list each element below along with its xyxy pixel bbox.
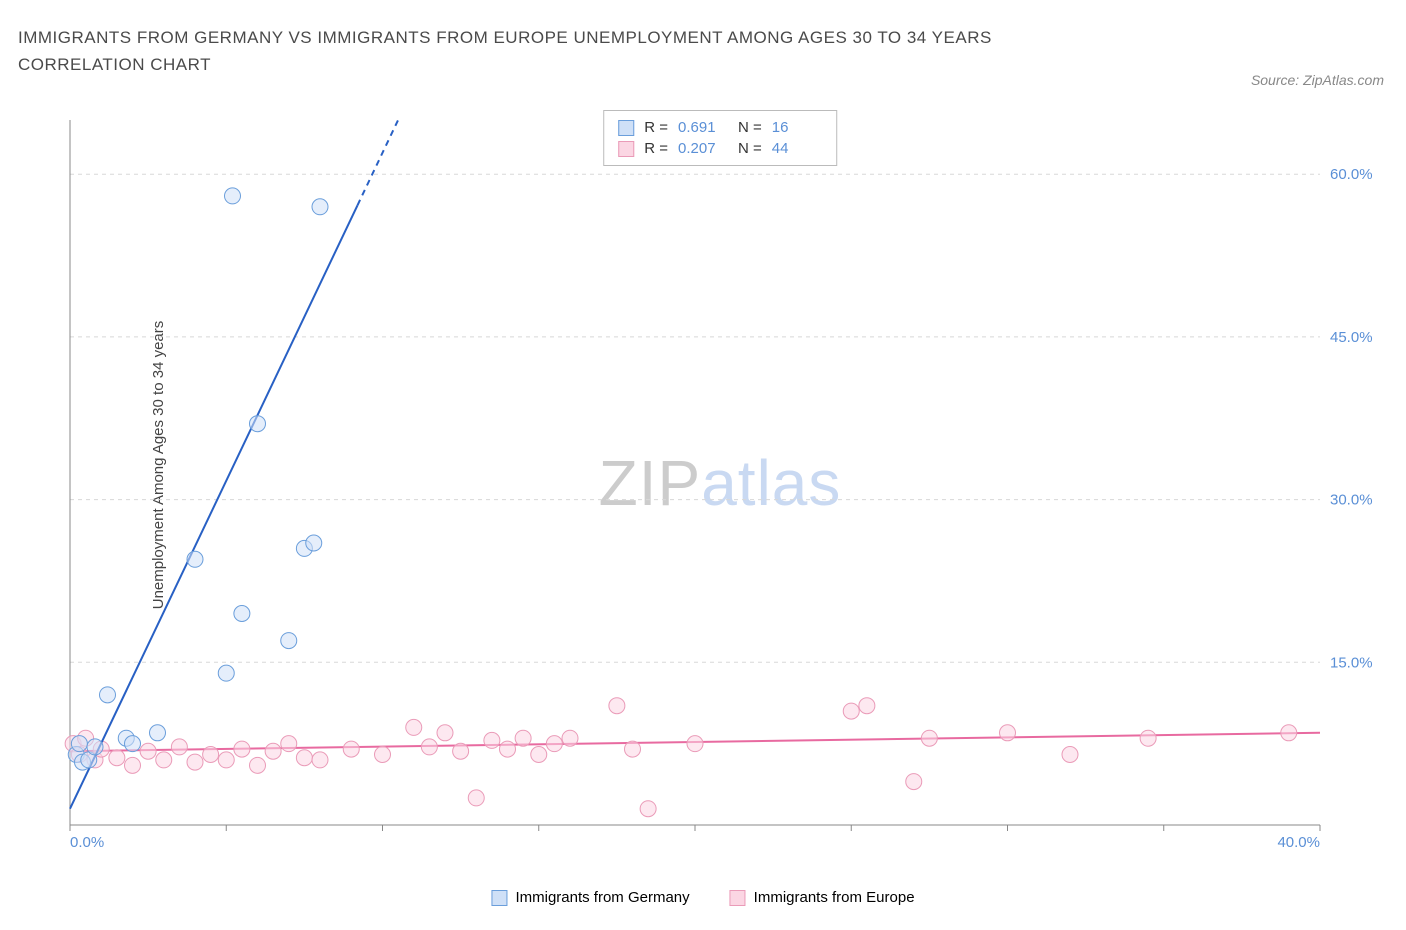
svg-text:30.0%: 30.0% — [1330, 492, 1373, 509]
europe-r-value: 0.207 — [678, 140, 728, 157]
r-label: R = — [644, 140, 668, 157]
europe-swatch — [618, 141, 634, 157]
germany-swatch — [618, 120, 634, 136]
legend-item-germany: Immigrants from Germany — [491, 889, 689, 906]
stats-box: R = 0.691 N = 16 R = 0.207 N = 44 — [603, 110, 837, 166]
stats-row-germany: R = 0.691 N = 16 — [618, 117, 822, 138]
legend-item-europe: Immigrants from Europe — [730, 889, 915, 906]
svg-text:45.0%: 45.0% — [1330, 329, 1373, 346]
germany-legend-swatch — [491, 890, 507, 906]
svg-text:40.0%: 40.0% — [1277, 834, 1320, 851]
svg-text:15.0%: 15.0% — [1330, 654, 1373, 671]
n-label: N = — [738, 119, 762, 136]
chart-source: Source: ZipAtlas.com — [1251, 72, 1384, 88]
plot-area: ZIPatlas 15.0%30.0%45.0%60.0%0.0%40.0% R… — [60, 110, 1380, 855]
stats-row-europe: R = 0.207 N = 44 — [618, 138, 822, 159]
x-axis-legend: Immigrants from Germany Immigrants from … — [491, 889, 914, 906]
r-label: R = — [644, 119, 668, 136]
germany-n-value: 16 — [772, 119, 822, 136]
n-label: N = — [738, 140, 762, 157]
chart-title: IMMIGRANTS FROM GERMANY VS IMMIGRANTS FR… — [18, 24, 1118, 78]
svg-text:60.0%: 60.0% — [1330, 166, 1373, 183]
europe-legend-swatch — [730, 890, 746, 906]
svg-text:0.0%: 0.0% — [70, 834, 104, 851]
chart-container: IMMIGRANTS FROM GERMANY VS IMMIGRANTS FR… — [0, 0, 1406, 930]
europe-legend-label: Immigrants from Europe — [754, 889, 915, 906]
germany-r-value: 0.691 — [678, 119, 728, 136]
chart-svg: 15.0% 30.0% 45.0% 60.0% 0.0% 40.0% — [60, 110, 1380, 855]
europe-n-value: 44 — [772, 140, 822, 157]
germany-legend-label: Immigrants from Germany — [515, 889, 689, 906]
